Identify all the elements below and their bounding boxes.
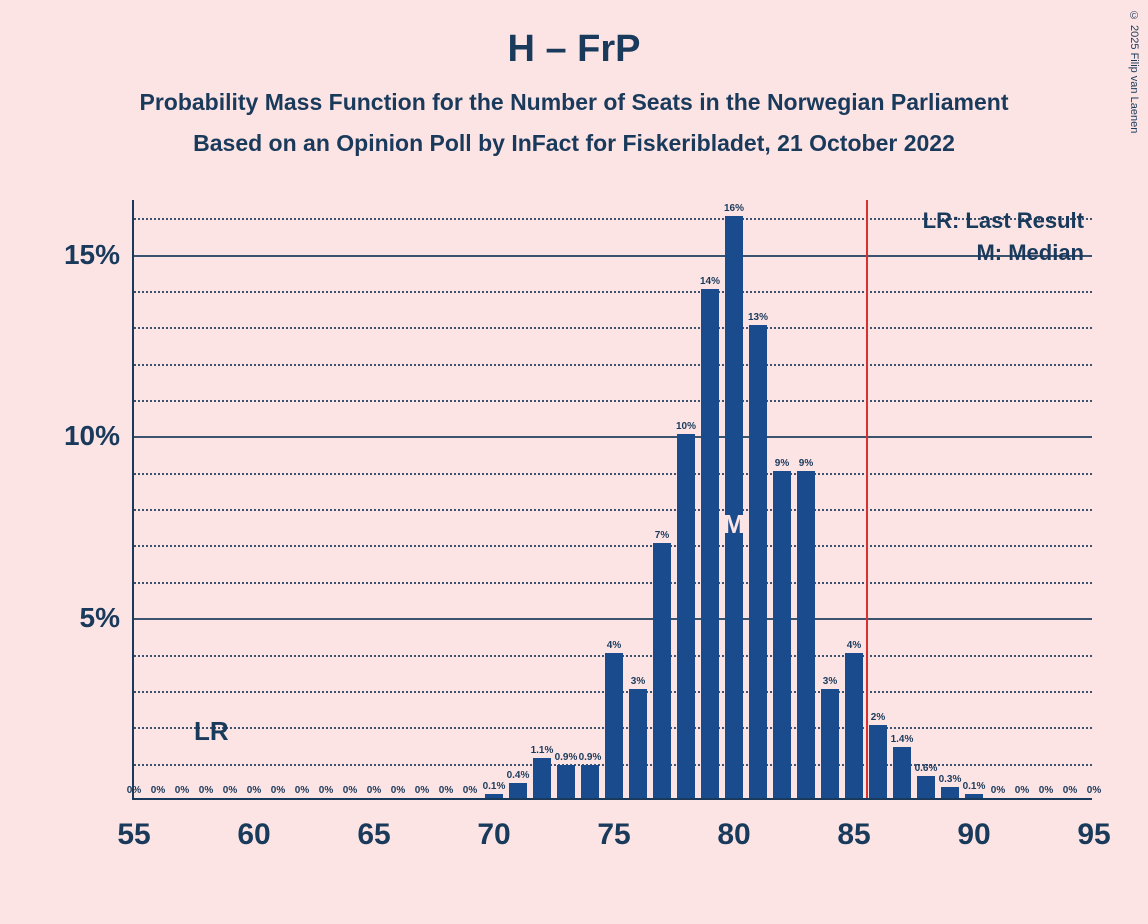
- bar: 0.4%: [509, 783, 528, 798]
- bar: 1.1%: [533, 758, 552, 798]
- bar-value-label: 0%: [1063, 785, 1077, 798]
- x-axis-label: 55: [117, 798, 150, 852]
- chart-container: LR: Last Result M: Median 5% 10% 15% 55 60 65…: [60, 200, 1110, 880]
- bar-value-label: 0.9%: [555, 752, 578, 765]
- bar: 0.6%: [917, 776, 936, 798]
- bar: 1.4%: [893, 747, 912, 798]
- bar-value-label: 0.3%: [939, 774, 962, 787]
- bar-value-label: 16%: [724, 203, 744, 216]
- bar-value-label: 0.6%: [915, 763, 938, 776]
- bar: 0.9%: [557, 765, 576, 798]
- bar-value-label: 10%: [676, 421, 696, 434]
- bar-value-label: 0%: [295, 785, 309, 798]
- bar-value-label: 0%: [223, 785, 237, 798]
- gridline-minor: [134, 327, 1092, 329]
- bar-value-label: 0%: [391, 785, 405, 798]
- bar: 0.1%: [965, 794, 984, 798]
- bar: 2%: [869, 725, 888, 798]
- bar-value-label: 4%: [607, 640, 621, 653]
- gridline-minor: [134, 582, 1092, 584]
- legend-m: M: Median: [976, 240, 1084, 266]
- bar-value-label: 0.1%: [963, 781, 986, 794]
- y-axis-label: 5%: [80, 602, 134, 634]
- x-axis-label: 70: [477, 798, 510, 852]
- bar-value-label: 0%: [199, 785, 213, 798]
- bar-value-label: 3%: [823, 676, 837, 689]
- chart-subtitle-2: Based on an Opinion Poll by InFact for F…: [0, 130, 1148, 157]
- median-marker: M: [723, 509, 745, 540]
- bar-value-label: 9%: [775, 458, 789, 471]
- bar-value-label: 0%: [127, 785, 141, 798]
- bar: 0.9%: [581, 765, 600, 798]
- gridline-major: [134, 255, 1092, 257]
- bar: 9%: [797, 471, 816, 798]
- bar-value-label: 3%: [631, 676, 645, 689]
- bar: 3%: [629, 689, 648, 798]
- bar-value-label: 0.1%: [483, 781, 506, 794]
- gridline-major: [134, 618, 1092, 620]
- bar: 10%: [677, 434, 696, 798]
- x-axis-label: 90: [957, 798, 990, 852]
- y-axis-label: 15%: [64, 239, 134, 271]
- bar-value-label: 13%: [748, 312, 768, 325]
- bar-value-label: 0%: [175, 785, 189, 798]
- bar: 16%: [725, 216, 744, 798]
- bar-value-label: 0%: [439, 785, 453, 798]
- bar-value-label: 0%: [151, 785, 165, 798]
- bar-value-label: 4%: [847, 640, 861, 653]
- bar-value-label: 9%: [799, 458, 813, 471]
- bar: 4%: [845, 653, 864, 798]
- bar-value-label: 0%: [1039, 785, 1053, 798]
- bar: 4%: [605, 653, 624, 798]
- bar-value-label: 0%: [1015, 785, 1029, 798]
- bar-value-label: 1.1%: [531, 745, 554, 758]
- bar-value-label: 0%: [415, 785, 429, 798]
- x-axis-label: 95: [1077, 798, 1110, 852]
- x-axis-label: 80: [717, 798, 750, 852]
- bar-value-label: 0%: [319, 785, 333, 798]
- x-axis-label: 75: [597, 798, 630, 852]
- bar: 7%: [653, 543, 672, 798]
- copyright-text: © 2025 Filip van Laenen: [1128, 10, 1140, 133]
- gridline-minor: [134, 545, 1092, 547]
- chart-title: H – FrP: [0, 0, 1148, 71]
- bar-value-label: 0%: [1087, 785, 1101, 798]
- bar-value-label: 0%: [367, 785, 381, 798]
- bar-value-label: 0%: [343, 785, 357, 798]
- gridline-minor: [134, 364, 1092, 366]
- gridline-minor: [134, 291, 1092, 293]
- gridline-major: [134, 436, 1092, 438]
- lr-marker: LR: [194, 716, 229, 747]
- gridline-minor: [134, 509, 1092, 511]
- bar-value-label: 2%: [871, 712, 885, 725]
- x-axis-label: 65: [357, 798, 390, 852]
- bar-value-label: 0%: [463, 785, 477, 798]
- bar-value-label: 1.4%: [891, 734, 914, 747]
- y-axis-label: 10%: [64, 420, 134, 452]
- gridline-minor: [134, 218, 1092, 220]
- plot-area: LR: Last Result M: Median 5%10%15%556065…: [132, 200, 1092, 800]
- gridline-minor: [134, 473, 1092, 475]
- bar-value-label: 14%: [700, 276, 720, 289]
- x-axis-label: 85: [837, 798, 870, 852]
- bar-value-label: 0%: [991, 785, 1005, 798]
- bar-value-label: 0.9%: [579, 752, 602, 765]
- bar: 0.3%: [941, 787, 960, 798]
- chart-subtitle-1: Probability Mass Function for the Number…: [0, 89, 1148, 116]
- bar-value-label: 0%: [271, 785, 285, 798]
- bar: 0.1%: [485, 794, 504, 798]
- x-axis-label: 60: [237, 798, 270, 852]
- bar-value-label: 7%: [655, 530, 669, 543]
- bar: 3%: [821, 689, 840, 798]
- bar: 14%: [701, 289, 720, 798]
- bar-value-label: 0.4%: [507, 770, 530, 783]
- bar-value-label: 0%: [247, 785, 261, 798]
- legend-lr: LR: Last Result: [923, 208, 1084, 234]
- gridline-minor: [134, 400, 1092, 402]
- bar: 13%: [749, 325, 768, 798]
- reference-line: [866, 200, 868, 798]
- bar: 9%: [773, 471, 792, 798]
